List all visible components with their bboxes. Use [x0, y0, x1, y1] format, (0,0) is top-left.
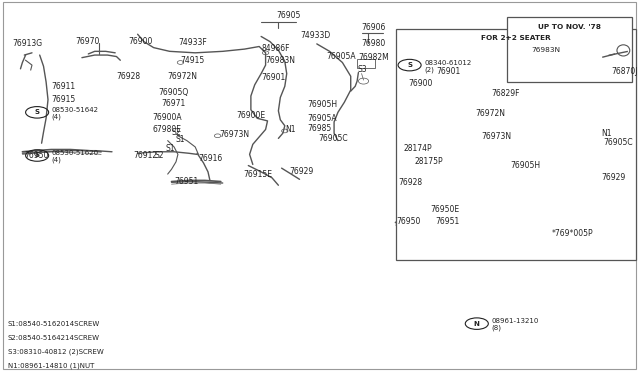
- Text: N1:08961-14810 (1)NUT: N1:08961-14810 (1)NUT: [8, 363, 94, 369]
- Text: 76905H: 76905H: [307, 100, 337, 109]
- Text: 76901: 76901: [261, 73, 285, 82]
- Text: 74915: 74915: [180, 56, 205, 65]
- Text: 76916: 76916: [198, 154, 223, 163]
- Text: 76928: 76928: [398, 178, 422, 187]
- Text: N: N: [474, 321, 480, 327]
- Text: 76973N: 76973N: [219, 130, 249, 139]
- Text: 76901: 76901: [436, 67, 461, 76]
- Text: S1: S1: [175, 135, 185, 144]
- Text: S: S: [35, 109, 40, 115]
- Text: 08530-51642: 08530-51642: [52, 107, 99, 113]
- Text: (4): (4): [52, 157, 61, 163]
- Text: 76928: 76928: [116, 72, 141, 81]
- Text: 76971: 76971: [161, 99, 186, 108]
- Text: 76972N: 76972N: [168, 72, 198, 81]
- Text: (4): (4): [52, 114, 61, 120]
- Text: 76900: 76900: [408, 79, 433, 88]
- Text: 76983N: 76983N: [531, 47, 560, 53]
- Text: 76929: 76929: [289, 167, 314, 176]
- Text: UP TO NOV. '78: UP TO NOV. '78: [538, 24, 601, 30]
- Text: S2:08540-5164214SCREW: S2:08540-5164214SCREW: [8, 335, 100, 341]
- Text: 74933D: 74933D: [301, 31, 331, 40]
- Text: 76951: 76951: [174, 177, 198, 186]
- Bar: [507, 17, 632, 82]
- Text: 76915: 76915: [51, 95, 76, 104]
- Text: 76906: 76906: [362, 23, 386, 32]
- Text: 76972N: 76972N: [475, 109, 505, 118]
- Text: 76905H: 76905H: [511, 161, 541, 170]
- Text: 76950: 76950: [397, 217, 421, 226]
- Text: 08340-61012: 08340-61012: [424, 60, 472, 66]
- Text: 76983N: 76983N: [266, 56, 296, 65]
- Text: 28174P: 28174P: [403, 144, 432, 153]
- Text: (8): (8): [492, 325, 502, 331]
- Text: N1: N1: [602, 129, 612, 138]
- Text: *769*005P: *769*005P: [552, 229, 593, 238]
- Text: S1: S1: [165, 144, 175, 153]
- Text: FOR 2+2 SEATER: FOR 2+2 SEATER: [481, 35, 550, 41]
- Text: 76980: 76980: [362, 39, 386, 48]
- Text: 76913G: 76913G: [13, 39, 43, 48]
- Text: S1:08540-5162014SCREW: S1:08540-5162014SCREW: [8, 321, 100, 327]
- Bar: [357, 59, 375, 68]
- Text: S3: S3: [357, 65, 367, 74]
- Text: 76929: 76929: [602, 173, 626, 182]
- Text: 74933F: 74933F: [178, 38, 207, 47]
- Text: 76900: 76900: [128, 37, 152, 46]
- Text: 76905Q: 76905Q: [159, 88, 189, 97]
- Text: 76900E: 76900E: [237, 111, 266, 120]
- Text: 84986F: 84986F: [261, 44, 290, 53]
- Text: 76900A: 76900A: [152, 113, 182, 122]
- Text: 76912: 76912: [133, 151, 157, 160]
- Bar: [396, 29, 636, 260]
- Text: S2: S2: [172, 128, 181, 137]
- Text: 76905A: 76905A: [326, 52, 356, 61]
- Text: 76982M: 76982M: [358, 53, 389, 62]
- Text: 76950: 76950: [24, 151, 49, 160]
- Text: 76915E: 76915E: [243, 170, 272, 179]
- Text: 08530-51620: 08530-51620: [52, 150, 99, 156]
- Text: (2): (2): [424, 67, 434, 73]
- Text: 76985: 76985: [307, 124, 332, 133]
- Text: 76970: 76970: [76, 37, 100, 46]
- Text: 76905: 76905: [276, 11, 301, 20]
- Text: 76905C: 76905C: [603, 138, 632, 147]
- Text: 76905A: 76905A: [307, 114, 337, 123]
- Text: 08961-13210: 08961-13210: [492, 318, 539, 324]
- Text: S: S: [35, 153, 40, 158]
- Text: 76973N: 76973N: [481, 132, 511, 141]
- Text: 28175P: 28175P: [415, 157, 444, 166]
- Text: 76829F: 76829F: [492, 89, 520, 98]
- Text: N1: N1: [285, 125, 295, 134]
- Text: S: S: [407, 62, 412, 68]
- Text: 67980E: 67980E: [152, 125, 181, 134]
- Text: 76870J: 76870J: [611, 67, 637, 76]
- Text: 76911: 76911: [51, 82, 76, 91]
- Text: S3:08310-40812 (2)SCREW: S3:08310-40812 (2)SCREW: [8, 349, 104, 355]
- Text: S2: S2: [155, 151, 164, 160]
- Text: 76905C: 76905C: [319, 134, 348, 143]
- Text: 76951: 76951: [435, 217, 460, 226]
- Text: 76950E: 76950E: [430, 205, 460, 214]
